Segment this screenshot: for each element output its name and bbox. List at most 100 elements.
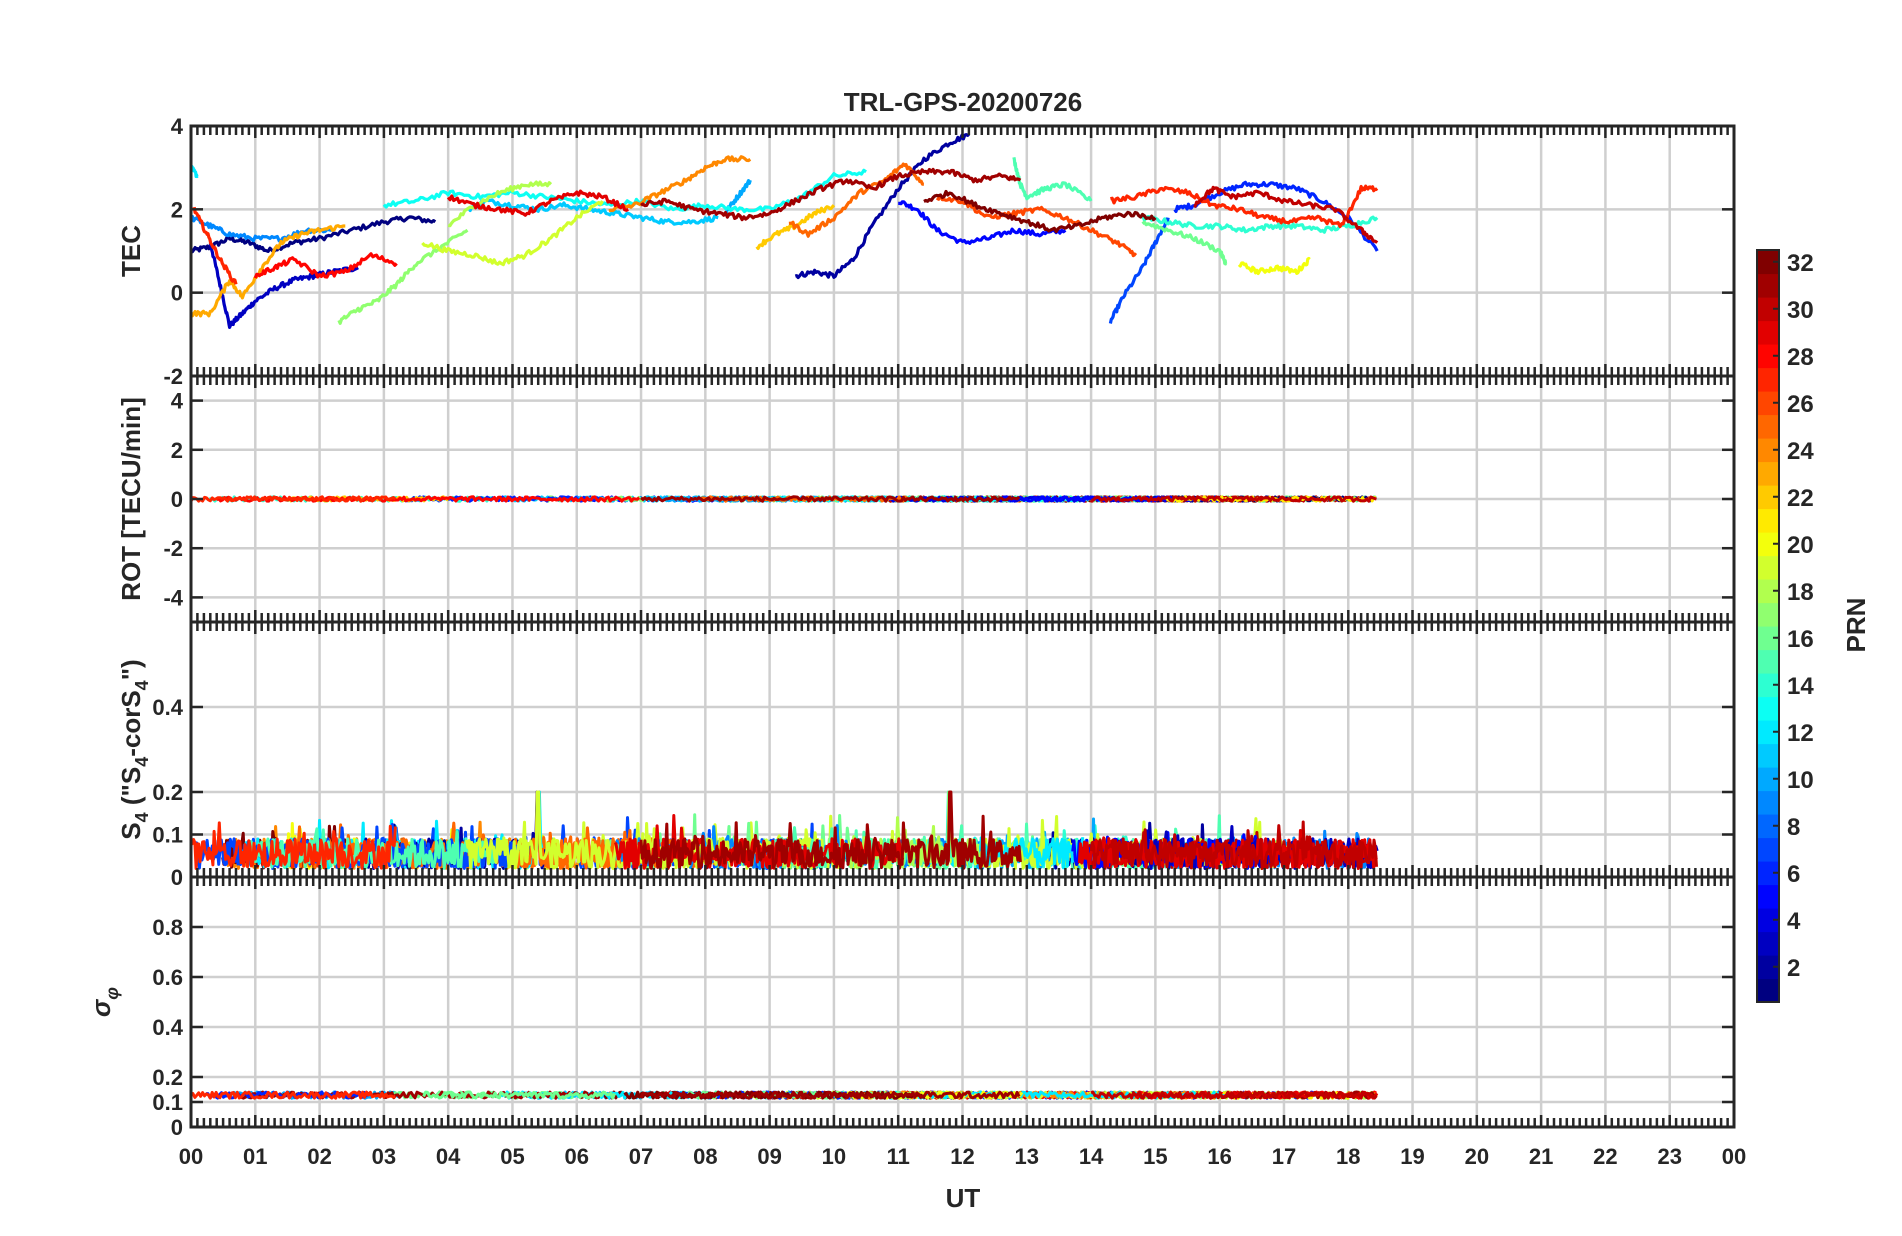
- x-tick-label: 19: [1400, 1144, 1424, 1169]
- tec-series-prn-16: [1141, 220, 1228, 266]
- x-axis-label: UT: [946, 1183, 981, 1213]
- colorbar-tick-label: 32: [1787, 250, 1814, 277]
- x-tick-label: 00: [1722, 1144, 1746, 1169]
- x-tick-label: 05: [500, 1144, 524, 1169]
- x-tick-label: 13: [1015, 1144, 1039, 1169]
- colorbar-swatch: [1757, 861, 1779, 886]
- sigmaphi-series-prn-30: [1090, 1090, 1378, 1100]
- x-tick-label: 06: [565, 1144, 589, 1169]
- y-tick-label: 2: [171, 197, 183, 222]
- colorbar-swatch: [1757, 414, 1779, 439]
- colorbar-tick-label: 18: [1787, 579, 1814, 606]
- colorbar-swatch: [1757, 814, 1779, 839]
- colorbar-tick-label: 20: [1787, 532, 1814, 559]
- colorbar-tick-label: 4: [1787, 908, 1801, 935]
- tec-series-prn-26: [935, 193, 1138, 258]
- tec-series-prn-25: [788, 162, 925, 238]
- colorbar-swatch: [1757, 955, 1779, 980]
- s4-series-prn-27: [191, 821, 397, 870]
- colorbar-tick-label: 28: [1787, 344, 1814, 371]
- sigmaphi-series-prn-31: [639, 1090, 1021, 1100]
- tec-series-prn-2: [794, 133, 970, 280]
- y-axis-label: σφ: [86, 987, 122, 1017]
- x-tick-label: 16: [1207, 1144, 1231, 1169]
- tec-series-prn-30: [1193, 185, 1379, 244]
- tec-series-prn-18: [447, 180, 553, 228]
- rot-series-prn-30: [1091, 495, 1377, 503]
- colorbar-swatch: [1757, 626, 1779, 651]
- sigmaphi-series-prn-27: [191, 1090, 396, 1100]
- y-tick-label: 0.2: [152, 1065, 183, 1090]
- colorbar-swatch: [1757, 602, 1779, 627]
- colorbar-tick-label: 22: [1787, 485, 1814, 512]
- tec-series-prn-14: [1141, 214, 1379, 234]
- colorbar-swatch: [1757, 908, 1779, 933]
- colorbar-swatch: [1757, 978, 1779, 1003]
- colorbar-swatch: [1757, 743, 1779, 768]
- colorbar-tick-label: 26: [1787, 391, 1814, 418]
- x-axis: 00 01 02 03 04 05 06 07 08 09 10 11 12 13 14 15 16 17 18 19…: [179, 1144, 1746, 1169]
- y-tick-label: 0: [171, 487, 183, 512]
- panel-rot: -4 -2 0 2 4 ROT [TECU/min]: [116, 374, 1736, 624]
- rot-series-prn-31: [640, 495, 1021, 503]
- colorbar-swatch: [1757, 438, 1779, 463]
- colorbar-frame: [1756, 249, 1780, 1003]
- colorbar-swatch: [1757, 532, 1779, 557]
- x-tick-label: 22: [1593, 1144, 1617, 1169]
- tec-series-prn-1: [191, 215, 437, 254]
- tec-series-prn-23: [191, 224, 346, 318]
- colorbar-swatch: [1757, 250, 1779, 275]
- tec-series-prn-24: [608, 155, 752, 213]
- tec-series-prn-20: [1237, 256, 1311, 276]
- panel-tec: -2 0 2 4 TEC: [116, 114, 1736, 389]
- x-tick-label: 18: [1336, 1144, 1360, 1169]
- y-tick-label: 0: [171, 281, 183, 306]
- colorbar-swatch: [1757, 391, 1779, 416]
- panel-data: [191, 790, 1379, 870]
- tec-series-prn-29: [446, 189, 629, 217]
- rot-series-prn-27: [191, 495, 397, 503]
- y-tick-label: 0.4: [152, 1015, 183, 1040]
- colorbar-swatch: [1757, 931, 1779, 956]
- panel-data: [191, 1090, 1379, 1100]
- colorbar-swatch: [1757, 579, 1779, 604]
- x-tick-label: 03: [372, 1144, 396, 1169]
- x-minor-ticks: [189, 126, 1736, 376]
- x-tick-label: 11: [887, 1144, 910, 1169]
- x-tick-label: 15: [1143, 1144, 1167, 1169]
- x-tick-label: 14: [1079, 1144, 1104, 1169]
- y-tick-label: 0.1: [152, 823, 183, 848]
- x-minor-ticks: [189, 376, 1736, 622]
- colorbar-swatch: [1757, 367, 1779, 392]
- panel-sigmaphi: 00.10.2 0.4 0.6 0.8 σφ: [86, 875, 1736, 1140]
- colorbar-tick-label: 30: [1787, 297, 1814, 324]
- colorbar-swatch: [1757, 767, 1779, 792]
- x-minor-ticks: [189, 622, 1736, 877]
- tec-series-prn-19: [421, 200, 604, 267]
- colorbar-tick-label: 8: [1787, 814, 1800, 841]
- x-tick-label: 23: [1657, 1144, 1681, 1169]
- s4-series-prn-31: [639, 790, 1022, 870]
- colorbar-tick-label: 2: [1787, 955, 1800, 982]
- tec-series-prn-32: [923, 189, 1157, 234]
- x-tick-label: 10: [822, 1144, 846, 1169]
- tec-series-prn-7: [1108, 217, 1170, 324]
- y-tick-label: -4: [163, 585, 183, 610]
- tec-series-prn-17: [337, 228, 469, 325]
- x-tick-label: 21: [1529, 1144, 1553, 1169]
- colorbar-swatch: [1757, 320, 1779, 345]
- colorbar-swatch: [1757, 696, 1779, 721]
- colorbar-tick-label: 10: [1787, 767, 1814, 794]
- colorbar-swatch: [1757, 790, 1779, 815]
- x-tick-label: 12: [950, 1144, 974, 1169]
- chart-title: TRL-GPS-20200726: [844, 87, 1082, 117]
- sigmaphi-series-prn-16: [422, 1090, 616, 1100]
- x-tick-label: 02: [307, 1144, 331, 1169]
- tec-series-prn-31: [640, 167, 1022, 222]
- colorbar-tick-label: 12: [1787, 720, 1814, 747]
- colorbar-swatch: [1757, 673, 1779, 698]
- x-tick-label: 00: [179, 1144, 203, 1169]
- colorbar-swatch: [1757, 837, 1779, 862]
